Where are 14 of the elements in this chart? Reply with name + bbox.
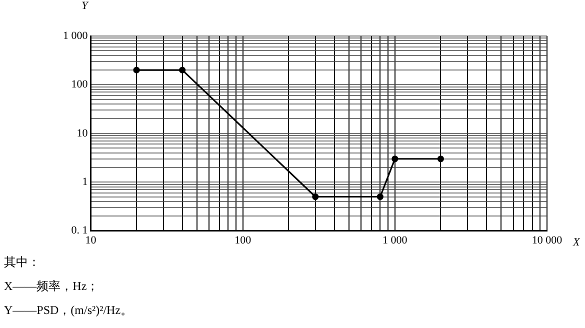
text: 其中： — [4, 254, 41, 271]
y-tick-label: 1 000 — [63, 30, 88, 42]
y-tick-label: 1 — [82, 176, 88, 188]
x-tick-label: 10 — [85, 234, 97, 246]
y-tick-label: 10 — [76, 127, 88, 140]
y-tick-label: 100 — [71, 78, 88, 91]
y-axis-title: Y — [82, 0, 90, 12]
text: Y——PSD，(m/s²)²/Hz。 — [4, 302, 133, 319]
x-tick-label: 100 — [234, 234, 252, 246]
x-axis-title: X — [572, 236, 581, 249]
x-tick-label: 10 000 — [532, 234, 563, 246]
x-tick-label: 1 000 — [382, 234, 408, 246]
text: X——频率，Hz； — [4, 278, 100, 295]
y-tick-label: 0. 1 — [71, 224, 88, 237]
